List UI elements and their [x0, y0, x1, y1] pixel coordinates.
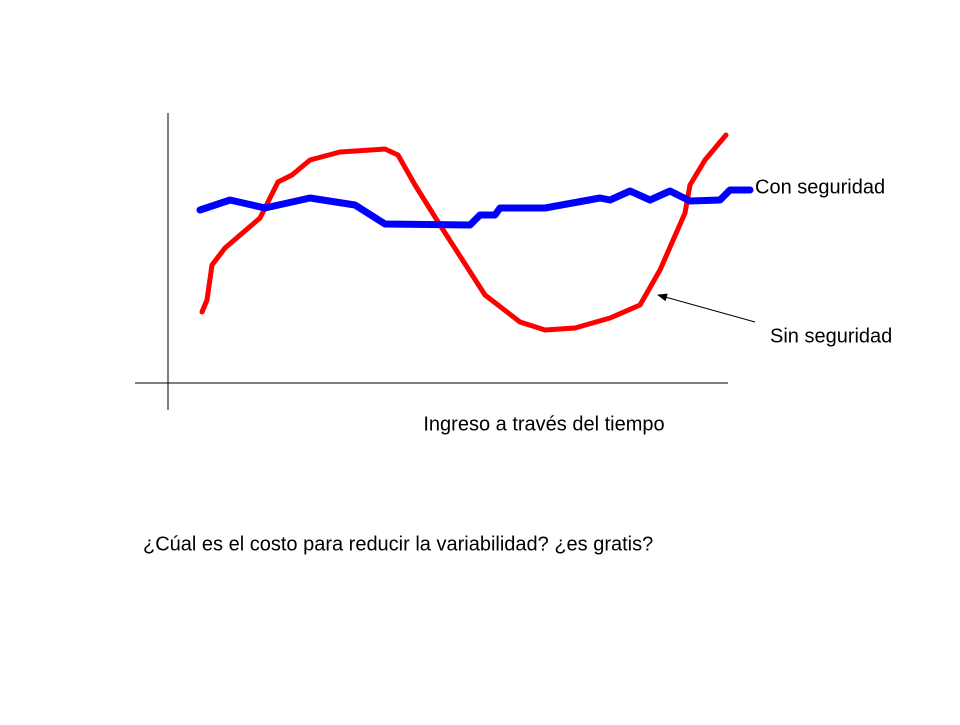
curve-without-insurance [199, 132, 729, 333]
curve-with-insurance [196, 186, 754, 229]
label-with-insurance: Con seguridad [755, 176, 885, 198]
x-axis-label: Ingreso a través del tiempo [423, 413, 664, 435]
label-without-insurance: Sin seguridad [770, 325, 892, 347]
arrow [657, 293, 756, 323]
question: ¿Cúal es el costo para reducir la variab… [143, 533, 653, 555]
